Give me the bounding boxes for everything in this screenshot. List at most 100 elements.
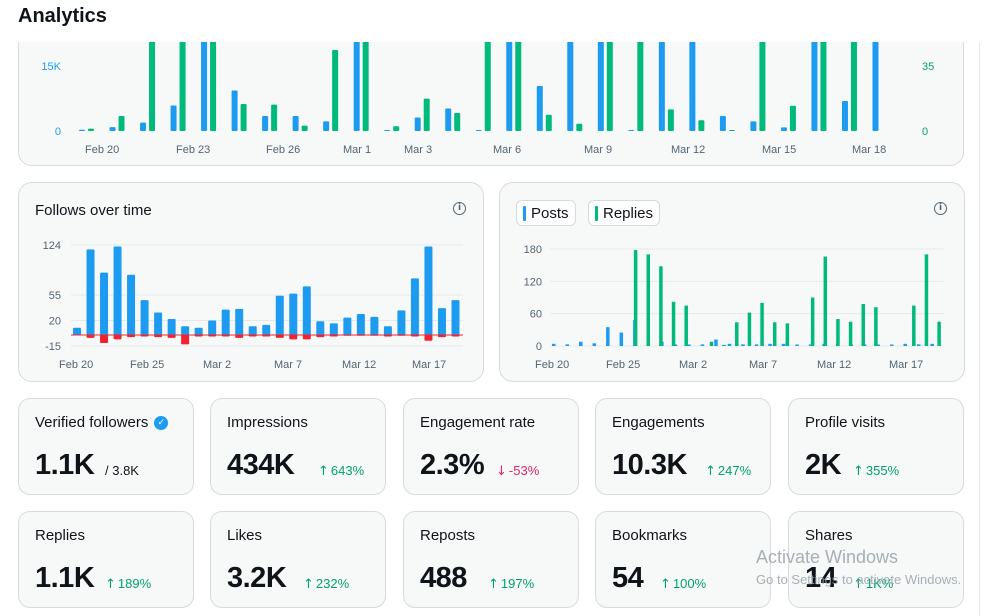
x-axis-label: Mar 9 [584,144,612,156]
engagements-bar [484,41,491,131]
posts-bar [579,341,583,346]
new-follows-bar [140,300,149,335]
x-axis-label: Mar 1 [343,144,371,156]
posts-bar [754,344,759,346]
metric-card-reposts[interactable]: Reposts 488 ↑ 197% [403,511,579,608]
replies-bar [823,256,828,346]
metric-card-verified-followers[interactable]: Verified followers ✓ 1.1K / 3.8K [18,398,194,495]
metric-card-likes[interactable]: Likes 3.2K ↑ 232% [210,511,386,608]
x-axis-label: Mar 17 [889,359,923,371]
arrow-up-icon: ↑ [853,577,864,592]
posts-bar [714,339,718,346]
x-axis-label: Mar 17 [412,359,446,371]
y-axis-tick: 120 [524,276,542,288]
replies-bar [709,341,714,346]
new-follows-bar [181,326,190,335]
metric-change-text: -53% [508,463,540,478]
x-axis-label: Mar 12 [817,359,851,371]
engagements-bar [271,104,278,131]
replies-bar [633,250,638,346]
metric-value: 3.2K [227,562,287,594]
posts-bar [808,344,813,346]
engagements-bar [393,126,400,131]
impressions-bar [414,117,421,131]
engagements-bar [728,130,735,131]
metric-change-text: 643% [330,463,365,478]
metric-change-text: 189% [117,576,152,591]
posts-bar [768,343,772,346]
metric-card-profile-visits[interactable]: Profile visits 2K ↑ 355% [788,398,964,495]
engagements-bar [606,41,613,131]
replies-bar [684,305,688,346]
metric-card-impressions[interactable]: Impressions 434K ↑ 643% [210,398,386,495]
unfollows-bar [424,335,433,341]
legend-replies-label: Replies [603,204,654,222]
engagements-bar [88,128,94,131]
new-follows-bar [343,317,352,335]
metric-label: Profile visits [805,414,885,431]
legend-replies[interactable]: Replies [588,200,661,226]
impressions-bar [170,105,177,131]
impressions-bar [323,121,330,131]
replies-bar [772,322,777,346]
metric-value: 2K [805,449,842,481]
arrow-down-icon: ↓ [496,464,507,479]
replies-bar [659,266,663,346]
metric-change-text: 197% [500,576,535,591]
new-follows-bar [221,309,230,335]
unfollows-bar [127,335,136,338]
impressions-bar [689,41,696,131]
unfollows-bar [167,335,176,338]
engagements-bar [240,104,247,131]
engagements-bar [118,116,125,131]
impressions-bar [658,41,665,131]
metric-card-engagements[interactable]: Engagements 10.3K ↑ 247% [595,398,771,495]
info-icon[interactable]: i [453,202,466,215]
impressions-bar [780,127,787,131]
x-axis-label: Mar 12 [342,359,376,371]
metric-change-text: / 3.8K [105,463,139,478]
posts-bar [781,343,786,346]
new-follows-bar [127,274,136,335]
x-axis-label: Feb 20 [59,359,93,371]
metric-label-text: Engagements [612,414,705,431]
engagements-bar [423,98,430,131]
x-axis-label: Mar 15 [762,144,796,156]
metric-change-text: 100% [672,576,707,591]
metric-card-shares[interactable]: Shares 14 ↑ 1K% [788,511,964,608]
replies-bar [836,319,840,346]
metric-label: Engagement rate [420,414,535,431]
engagements-bar [850,41,857,131]
metric-label-text: Replies [35,527,86,544]
unfollows-bar [181,335,190,345]
arrow-up-icon: ↑ [705,464,716,479]
metric-label: Verified followers ✓ [35,414,169,431]
metric-card-bookmarks[interactable]: Bookmarks 54 ↑ 100% [595,511,771,608]
posts-bar [889,344,894,346]
metric-label: Reposts [420,527,475,544]
metric-label-text: Profile visits [805,414,886,431]
new-follows-bar [248,326,257,335]
new-follows-bar [100,272,109,335]
metric-label: Replies [35,527,85,544]
arrow-up-icon: ↑ [853,464,864,479]
impressions-bar [719,116,726,131]
metric-value: 2.3% [420,449,485,481]
legend-posts[interactable]: Posts [516,200,576,226]
replies-bar [747,312,752,346]
metric-value: 488 [420,562,467,594]
right-axis-tick: 0 [922,126,928,138]
metric-change-text: 247% [717,463,752,478]
metric-change-text: 355% [865,463,900,478]
engagements-bar [545,114,552,131]
replies-bar [810,297,815,346]
metric-change: ↑ 232% [303,576,349,592]
metric-card-engagement-rate[interactable]: Engagement rate 2.3% ↓ -53% [403,398,579,495]
replies-bar [937,321,941,346]
metric-label: Likes [227,527,262,544]
info-icon[interactable]: i [934,202,947,215]
new-follows-bar [113,246,122,335]
posts-bar [795,344,799,346]
impressions-bar [475,130,482,131]
metric-card-replies[interactable]: Replies 1.1K ↑ 189% [18,511,194,608]
